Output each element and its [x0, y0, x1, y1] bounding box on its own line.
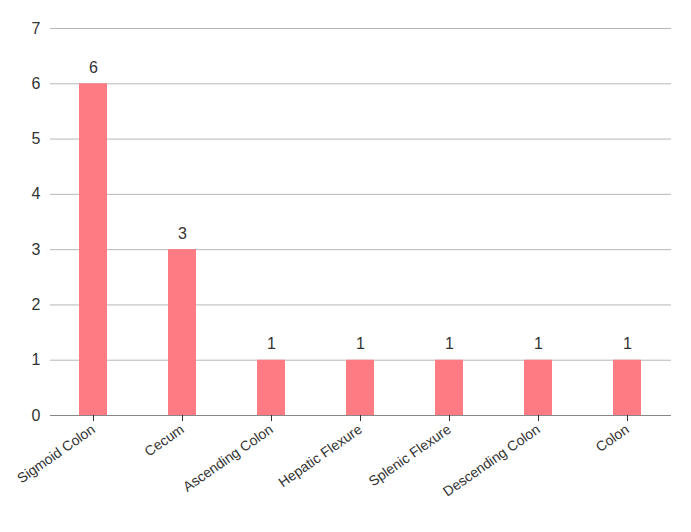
svg-text:4: 4 [32, 185, 41, 202]
svg-text:1: 1 [623, 335, 632, 352]
svg-text:7: 7 [32, 20, 41, 37]
svg-text:1: 1 [356, 335, 365, 352]
svg-text:3: 3 [32, 241, 41, 258]
svg-text:2: 2 [32, 296, 41, 313]
svg-text:6: 6 [32, 75, 41, 92]
svg-text:Ascending Colon: Ascending Colon [180, 421, 276, 495]
svg-text:Descending Colon: Descending Colon [440, 421, 543, 500]
svg-text:6: 6 [89, 59, 98, 76]
svg-text:1: 1 [445, 335, 454, 352]
svg-text:3: 3 [178, 225, 187, 242]
svg-text:5: 5 [32, 130, 41, 147]
svg-text:1: 1 [267, 335, 276, 352]
svg-text:Sigmoid Colon: Sigmoid Colon [14, 421, 98, 486]
svg-text:Splenic Flexure: Splenic Flexure [366, 421, 454, 490]
svg-text:0: 0 [32, 407, 41, 424]
svg-text:1: 1 [534, 335, 543, 352]
svg-text:Colon: Colon [593, 421, 632, 455]
svg-text:1: 1 [32, 351, 41, 368]
svg-text:Cecum: Cecum [141, 421, 187, 460]
svg-text:Hepatic Flexure: Hepatic Flexure [275, 421, 365, 490]
